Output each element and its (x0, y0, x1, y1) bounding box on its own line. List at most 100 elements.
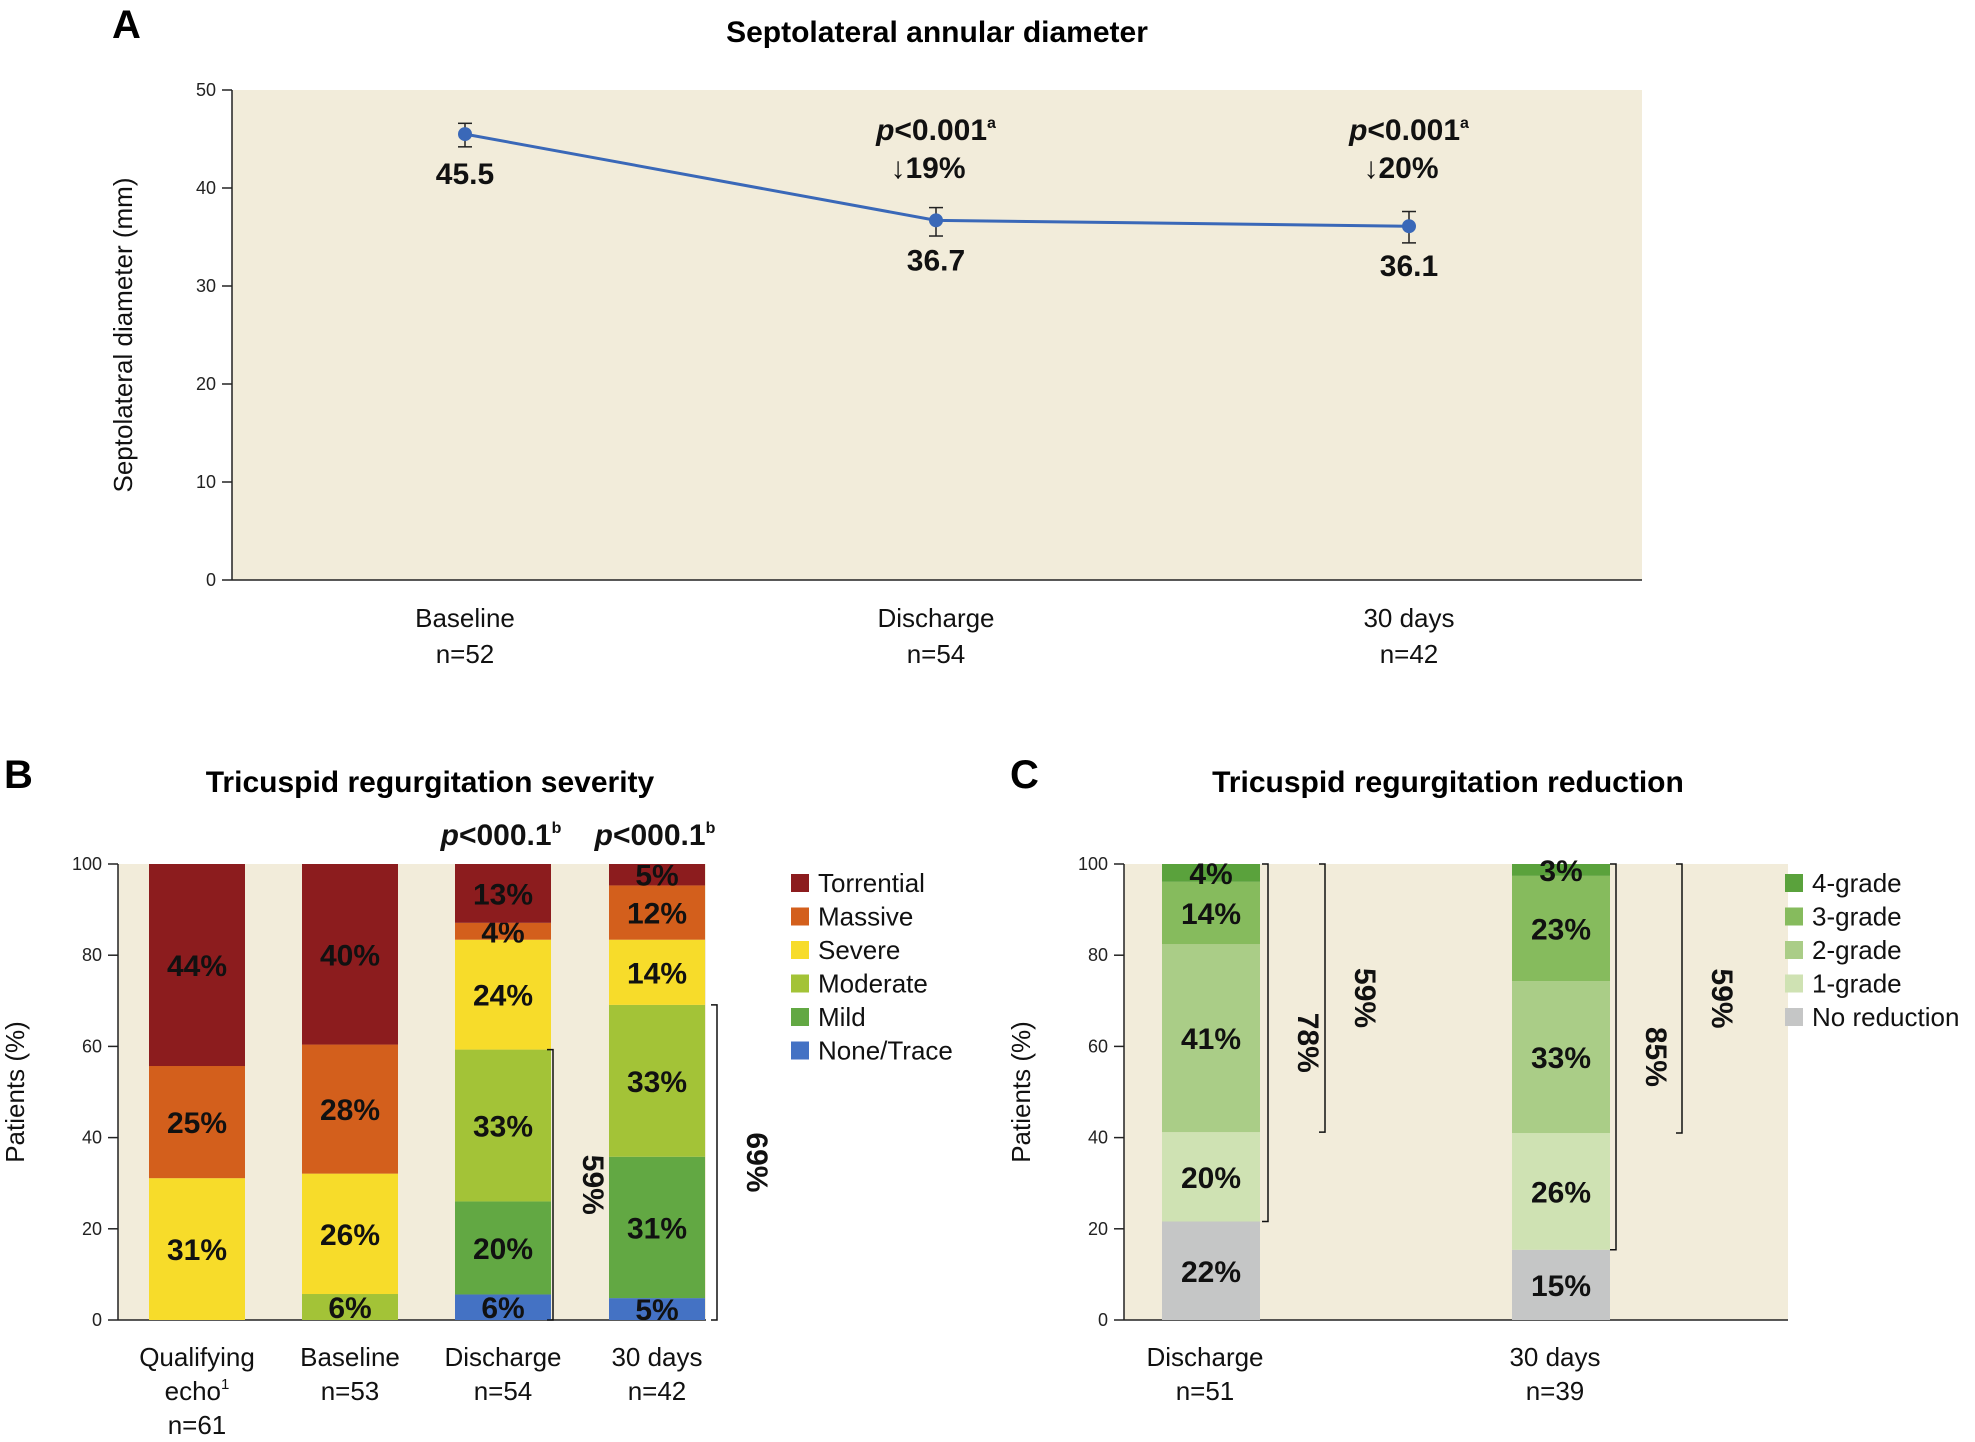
panel-b-segment-label: 25% (167, 1107, 227, 1140)
panel-c-bar-segment (1162, 864, 1260, 882)
panel-b-x-category-n: n=53 (321, 1376, 380, 1406)
panel-a-line-chart: Septolateral annular diameter Septolater… (108, 16, 1642, 669)
panel-b-legend-label: Torrential (818, 868, 925, 898)
panel-c-bar-segment (1162, 881, 1260, 945)
panel-b-bracket-label: 69% (740, 1132, 773, 1192)
panel-a-y-tick-label: 50 (196, 80, 216, 100)
panel-b-segment-label: 44% (167, 950, 227, 983)
panel-a-x-category-n: n=42 (1380, 639, 1439, 669)
panel-b-title: Tricuspid regurgitation severity (206, 766, 655, 799)
panel-b-segment-label: 20% (473, 1233, 533, 1266)
panel-b-segment-label: 13% (473, 878, 533, 911)
panel-b-y-axis-label: Patients (%) (0, 1021, 30, 1163)
panel-c-y-tick-label: 40 (1088, 1128, 1108, 1148)
panel-b-bar-segment (609, 1156, 705, 1299)
panel-c-legend-label: No reduction (1812, 1002, 1959, 1032)
panel-c-y-tick-label: 100 (1078, 854, 1108, 874)
panel-b-bar-segment (455, 1049, 551, 1202)
panel-a-x-category-label: Baseline (415, 603, 515, 633)
panel-a-p-superscript: a (987, 115, 996, 132)
panel-b-y-tick-label: 100 (72, 854, 102, 874)
panel-c-x-category-n: n=39 (1526, 1376, 1585, 1406)
panel-b-bar-segment (455, 864, 551, 923)
panel-c-stacked-bar-chart: Tricuspid regurgitation reduction Patien… (1006, 766, 1959, 1406)
panel-c-bracket (1610, 863, 1617, 1251)
panel-b-segment-label: 24% (473, 980, 533, 1013)
panel-c-bracket-label: 59% (1705, 968, 1738, 1028)
panel-b-x-category-label: Discharge (444, 1342, 561, 1372)
panel-b-p-value-annotation: p<000.1b (440, 819, 562, 852)
panel-b-legend-label: None/Trace (818, 1036, 953, 1066)
panel-a-p-italic: p (875, 114, 894, 147)
panel-b-bar-segment (609, 1298, 705, 1320)
panel-a-title: Septolateral annular diameter (726, 16, 1148, 49)
panel-c-bracket-label: 85% (1639, 1027, 1672, 1087)
panel-b-bracket (711, 1004, 718, 1321)
panel-b-segment-label: 5% (635, 860, 678, 893)
panel-a-x-category-n: n=52 (436, 639, 495, 669)
panel-b-p-italic: p (594, 819, 613, 852)
panel-c-legend-swatch (1785, 974, 1803, 993)
panel-b-segment-label: 14% (627, 957, 687, 990)
panel-c-segment-label: 41% (1181, 1023, 1241, 1056)
panel-a-data-point (458, 127, 472, 142)
panel-a-change-annotation: ↓20% (1363, 152, 1438, 185)
panel-b-segment-label: 31% (627, 1212, 687, 1245)
panel-c-bar-segment (1512, 1249, 1610, 1320)
panel-c-legend-label: 1-grade (1812, 969, 1902, 999)
panel-b-p-text: <000.1 (613, 819, 706, 852)
panel-b-bar-segment (609, 885, 705, 940)
panel-c-bar-segment (1512, 875, 1610, 982)
panel-b-bar-segment (302, 864, 398, 1045)
panel-c-legend-swatch (1785, 907, 1803, 926)
panel-c-segment-label: 23% (1531, 914, 1591, 947)
panel-b-bar-segment (609, 864, 705, 886)
panel-b-bar-segment (302, 1294, 398, 1320)
panel-a-data-point (1402, 219, 1416, 234)
panel-c-segment-label: 22% (1181, 1256, 1241, 1289)
panel-b-bar-segment (609, 939, 705, 1005)
panel-b-y-tick-label: 80 (82, 945, 102, 965)
panel-b-x-category-n: n=54 (474, 1376, 533, 1406)
panel-b-segment-label: 12% (627, 898, 687, 931)
panel-b-x-category-label-line2: echo1 (165, 1376, 230, 1406)
panel-b-x-category-n: n=61 (168, 1410, 227, 1440)
panel-c-y-tick-label: 0 (1098, 1310, 1108, 1330)
panel-c-legend-swatch (1785, 1008, 1803, 1026)
panel-a-p-superscript: a (1460, 115, 1469, 132)
panel-a-p-text: <0.001 (894, 114, 987, 147)
panel-a-value-label: 45.5 (436, 158, 494, 191)
panel-c-legend-swatch (1785, 941, 1803, 959)
panel-b-legend-swatch (791, 1008, 809, 1026)
panel-c-x-category-n: n=51 (1176, 1376, 1235, 1406)
panel-c-title: Tricuspid regurgitation reduction (1212, 766, 1684, 799)
panel-c-bar-segment (1162, 1132, 1260, 1222)
panel-b-y-tick-label: 0 (92, 1310, 102, 1330)
panel-b-bar-segment (455, 939, 551, 1050)
panel-b-legend-swatch (791, 1041, 809, 1060)
panel-b-x-category-label: Baseline (300, 1342, 400, 1372)
panel-a-y-tick-label: 0 (206, 570, 216, 590)
panel-c-legend-label: 2-grade (1812, 935, 1902, 965)
panel-b-legend-swatch (791, 941, 809, 959)
panel-b-p-text: <000.1 (459, 819, 552, 852)
panel-c-y-tick-label: 60 (1088, 1036, 1108, 1056)
panel-b-bar-segment (302, 1044, 398, 1174)
panel-b-x-category-label: Qualifying (139, 1342, 255, 1372)
panel-c-legend-label: 3-grade (1812, 902, 1902, 932)
panel-c-bracket (1676, 863, 1683, 1134)
panel-b-x-category-superscript: 1 (221, 1376, 229, 1393)
panel-a-p-value-annotation: p<0.001a (875, 114, 996, 147)
panel-a-y-axis-label: Septolateral diameter (mm) (108, 178, 138, 493)
panel-a-p-text: <0.001 (1367, 114, 1460, 147)
panel-a-p-italic: p (1348, 114, 1367, 147)
panel-b-segment-label: 31% (167, 1234, 227, 1267)
panel-b-segment-label: 33% (473, 1111, 533, 1144)
panel-a-p-value-annotation: p<0.001a (1348, 114, 1469, 147)
panel-b-segment-label: 6% (481, 1292, 524, 1325)
panel-b-legend-label: Massive (818, 902, 913, 932)
panel-b-bar-segment (149, 1066, 245, 1179)
panel-c-y-tick-label: 80 (1088, 945, 1108, 965)
panel-c-segment-label: 4% (1189, 858, 1232, 891)
